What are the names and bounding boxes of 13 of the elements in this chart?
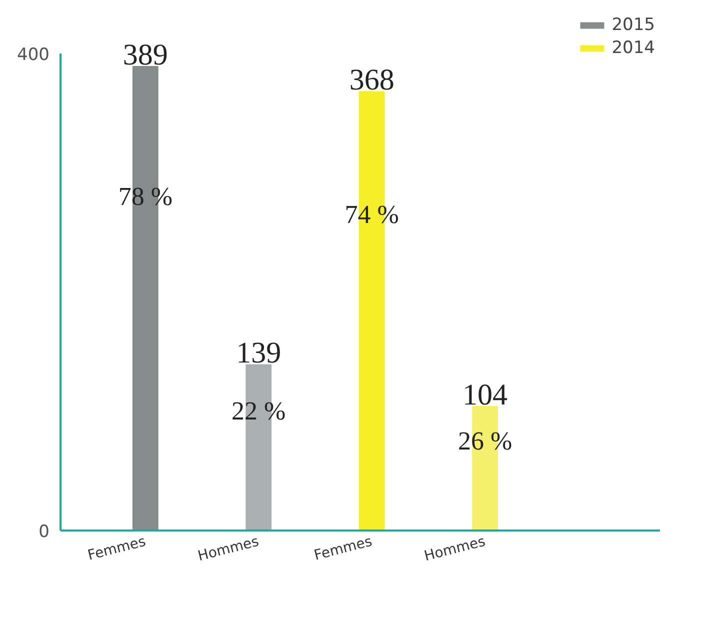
y-tick-label: 0 bbox=[38, 522, 50, 542]
x-tick-label: Hommes bbox=[422, 534, 488, 565]
data-label: 389 bbox=[122, 38, 168, 72]
annotation: 22 % bbox=[232, 396, 286, 426]
y-tick-label: 400 bbox=[17, 44, 50, 65]
x-tick-label: Femmes bbox=[86, 534, 148, 564]
x-tick-label: Hommes bbox=[196, 534, 261, 565]
legend-label: 2014 bbox=[612, 38, 655, 58]
data-label: 368 bbox=[349, 64, 394, 97]
data-label: 104 bbox=[462, 378, 508, 412]
legend-label: 2015 bbox=[612, 15, 655, 35]
data-label: 139 bbox=[236, 336, 282, 370]
x-tick-label: Femmes bbox=[312, 534, 374, 564]
